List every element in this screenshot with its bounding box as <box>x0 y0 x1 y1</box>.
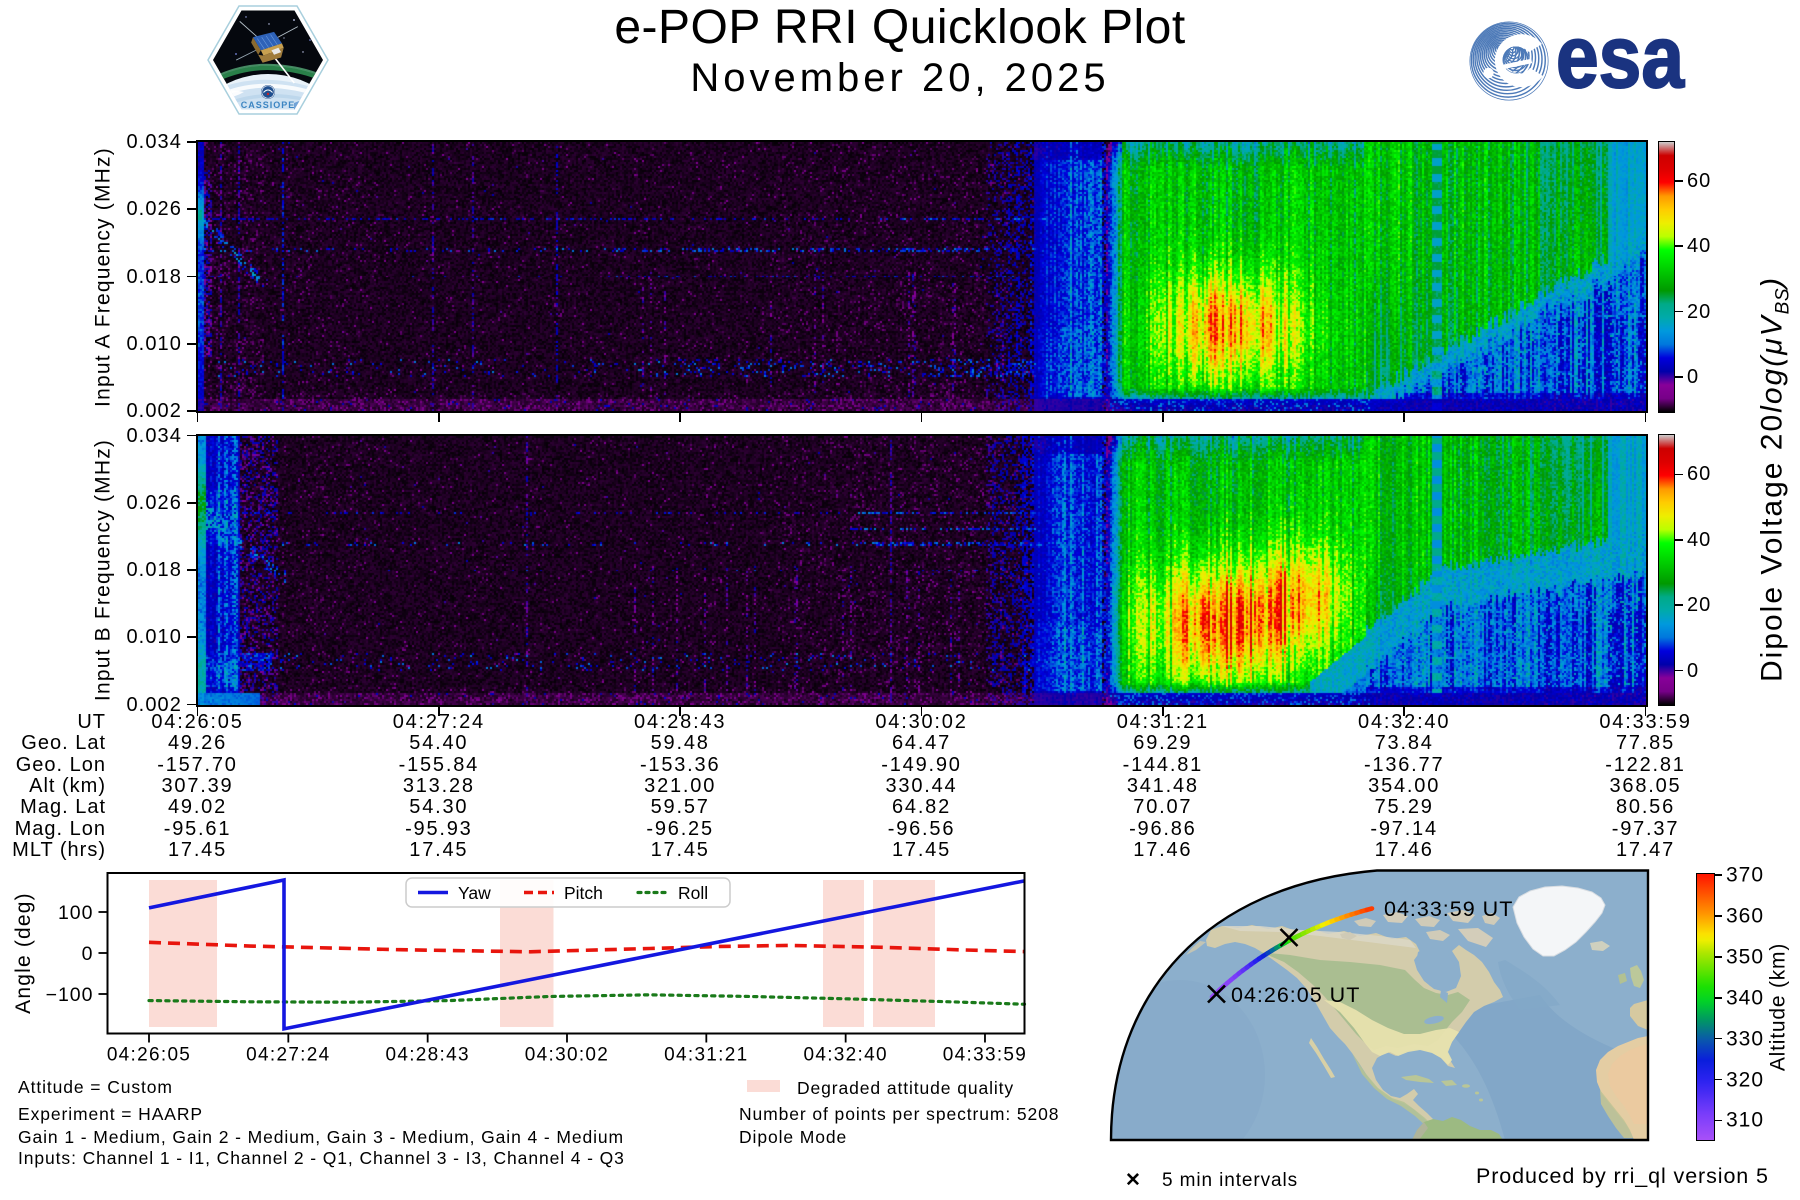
svg-text:esa: esa <box>1556 16 1685 106</box>
svg-text:04:26:05 UT: 04:26:05 UT <box>1231 983 1360 1007</box>
svg-text:Yaw: Yaw <box>458 883 491 903</box>
svg-text:Pitch: Pitch <box>564 883 603 903</box>
svg-text:04:26:05: 04:26:05 <box>107 1045 191 1066</box>
svg-text:04:27:24: 04:27:24 <box>246 1045 330 1066</box>
svg-text:100: 100 <box>58 902 94 924</box>
svg-text:04:33:59 UT: 04:33:59 UT <box>1384 897 1513 921</box>
svg-text:Roll: Roll <box>678 883 708 903</box>
svg-text:04:32:40: 04:32:40 <box>803 1045 887 1066</box>
svg-text:CASSIOPE: CASSIOPE <box>241 100 296 110</box>
svg-text:04:28:43: 04:28:43 <box>385 1045 469 1066</box>
svg-text:04:33:59: 04:33:59 <box>943 1045 1027 1066</box>
svg-text:04:31:21: 04:31:21 <box>664 1045 748 1066</box>
svg-text:Angle (deg): Angle (deg) <box>12 892 35 1014</box>
svg-text:−100: −100 <box>46 984 94 1006</box>
svg-text:0: 0 <box>82 943 94 965</box>
svg-text:04:30:02: 04:30:02 <box>525 1045 609 1066</box>
